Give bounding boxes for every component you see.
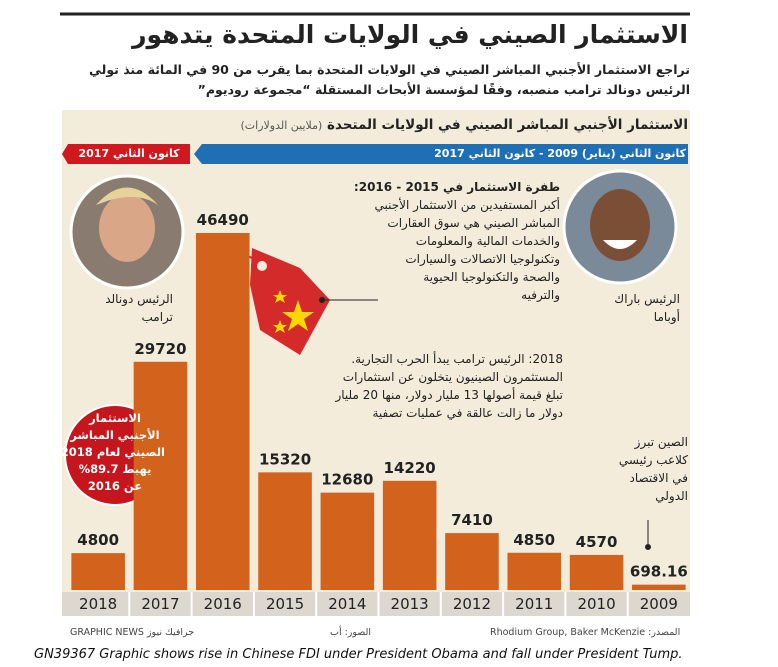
bar: [133, 361, 188, 590]
caption: الرئيس دونالد ترامب: [105, 290, 173, 326]
caption-line: ترامب: [141, 310, 173, 324]
x-tick-label: 2013: [391, 595, 429, 613]
trump-banner-bg: [68, 144, 190, 164]
annotation-line: الصيني لعام 2018: [60, 445, 165, 459]
title: الاستثمار الصيني في الولايات المتحدة يتد…: [132, 20, 688, 49]
value-label: 14220: [384, 459, 436, 477]
banner: كانون الثاني (يناير) 2009 - كانون الثاني…: [434, 147, 686, 160]
annotation-line: تبلغ قيمة أصولها 13 مليار دولار، منها 20…: [335, 388, 563, 402]
bar: [320, 492, 375, 590]
value-label: 4850: [513, 531, 555, 549]
annotation: 2018: الرئيس ترامب يبدأ الحرب التجارية. ا…: [335, 350, 563, 422]
annotation-line: عن 2016: [87, 479, 143, 493]
annotation-line: 2018: الرئيس ترامب يبدأ الحرب التجارية.: [351, 352, 563, 366]
smile: [603, 240, 637, 249]
annotation-line: المباشر الصيني هي سوق العقارات: [387, 216, 560, 230]
caption-line: أوباما: [653, 310, 680, 324]
arrow: [194, 144, 202, 164]
bar: [445, 533, 499, 590]
annotation-line: والصحة والتكنولوجيا الحيوية: [423, 270, 560, 284]
value-label: 46490: [197, 211, 249, 229]
source: المصدر: Rhodium Group, Baker McKenzie: [490, 627, 681, 638]
hair: [96, 187, 158, 205]
value-label: 7410: [451, 511, 493, 529]
value-label: 15320: [259, 450, 311, 468]
subtitle: تراجع الاستثمار الأجنبي المباشر الصيني ف…: [88, 62, 690, 77]
chart-title: الاستثمار الأجنبي المباشر الصيني في الول…: [241, 117, 689, 133]
value-label: 12680: [321, 471, 373, 489]
obama-banner-bg: [202, 144, 688, 164]
annotation-line: دولار ما زالت عالقة في عمليات تصفية: [372, 406, 563, 420]
bar: [258, 472, 312, 590]
annotation-line: الأجنبي المباشر: [70, 428, 160, 442]
value-label: 4570: [576, 533, 618, 551]
bar: [195, 233, 250, 590]
photos: الصور: أب: [330, 627, 372, 638]
annotation-line: الصين تبرز: [634, 435, 688, 449]
leader-dot: [319, 297, 325, 303]
bar: [569, 554, 624, 590]
annotation-line: كلاعب رئيسي: [618, 453, 688, 467]
badge-text: الاستثمار الأجنبي المباشر الصيني لعام 2018…: [60, 410, 165, 495]
caption-line: الرئيس دونالد: [105, 292, 173, 306]
value-label: 698.16: [630, 563, 688, 581]
subtitle: الرئيس دونالد ترامب منصبه، وفقًا لمؤسسة …: [197, 82, 690, 97]
x-tick-label: 2011: [515, 595, 553, 613]
annotation-line: طفرة الاستثمار في 2015 - 2016:: [353, 180, 560, 194]
annotation-line: وتكنولوجيا الاتصالات والسيارات: [405, 252, 560, 266]
value-label: 4800: [77, 531, 119, 549]
annotation: الصين تبرز كلاعب رئيسي في الاقتصاد الدولي: [619, 433, 688, 505]
x-tick-label: 2017: [141, 595, 179, 613]
x-tick-label: 2018: [79, 595, 117, 613]
annotation-line: يهبط 89.7%: [78, 462, 152, 476]
annotation-line: الدولي: [655, 489, 688, 503]
bar: [632, 584, 686, 590]
credit: GRAPHIC NEWS جرافيك نيوز: [70, 627, 195, 638]
annotation-line: والخدمات المالية والمعلومات: [415, 234, 560, 248]
x-tick-label: 2015: [266, 595, 304, 613]
x-tick-label: 2014: [328, 595, 366, 613]
price-tag: [214, 239, 330, 355]
axis-band: [62, 592, 690, 616]
face: [590, 189, 650, 261]
unit: (ملايين الدولارات): [240, 119, 323, 132]
annotation-line: أكبر المستفيدين من الاستثمار الأجنبي: [374, 198, 560, 212]
bar: [382, 480, 437, 590]
bar: [507, 552, 562, 590]
bar: [71, 553, 125, 590]
face: [99, 194, 155, 262]
x-tick-label: 2012: [453, 595, 491, 613]
annotation-line: المستثمرون الصينيون يتخلون عن استثمارات: [342, 370, 563, 384]
annotation-line: والترفيه: [521, 288, 560, 302]
caption-line: الرئيس باراك: [614, 292, 680, 306]
x-tick-label: 2016: [204, 595, 242, 613]
caption: الرئيس باراك أوباما: [614, 290, 680, 326]
x-tick-label: 2010: [577, 595, 615, 613]
value-label: 29720: [134, 340, 186, 358]
leader-dot: [645, 544, 651, 550]
arrow: [62, 144, 68, 164]
annotation-line: الاستثمار: [89, 411, 141, 425]
annotation-line: في الاقتصاد: [629, 471, 689, 485]
annotation: طفرة الاستثمار في 2015 - 2016: أكبر المست…: [354, 178, 560, 304]
chart-title: الاستثمار الأجنبي المباشر الصيني في الول…: [326, 117, 688, 133]
footer: GN39367 Graphic shows rise in Chinese FD…: [34, 647, 683, 662]
x-tick-label: 2009: [640, 595, 678, 613]
banner: كانون الثاني 2017: [78, 147, 180, 160]
